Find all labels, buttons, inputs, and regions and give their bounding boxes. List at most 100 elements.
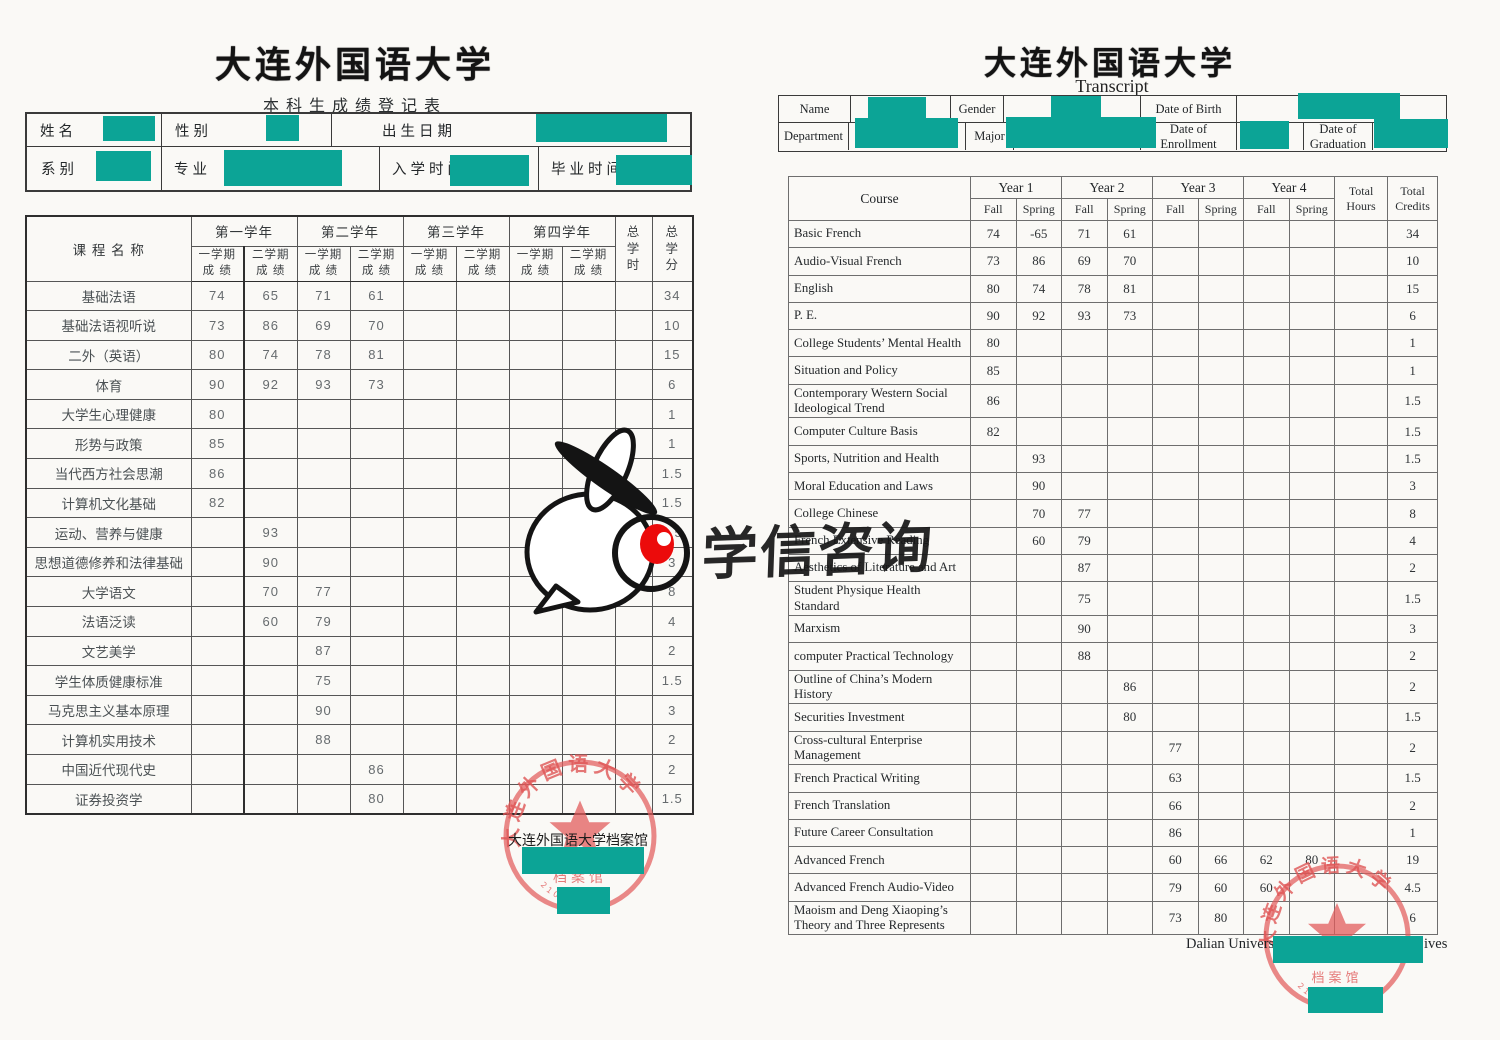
course-row: Advanced French Audio-Video 79 60 60 4.5 [788,873,1439,902]
grade-cell [970,581,1017,616]
redacted-name [103,116,155,141]
grade-cell [1152,669,1199,705]
total-credits-cell: 1.5 [1387,581,1439,616]
total-hours-cell [1334,274,1389,303]
grade-cell [1243,383,1290,419]
semester-header: Spring [1106,198,1154,221]
grade-cell [1197,818,1245,848]
grade-cell [1288,219,1336,249]
grade-cell: 86 [970,383,1017,419]
grade-cell [1015,553,1063,583]
grade-cell [561,369,616,400]
course-name-cell: College Students’ Mental Health [788,329,971,358]
grade-cell: 80 [190,398,245,430]
grade-cell: 88 [296,724,351,755]
grade-cell [190,783,245,815]
total-credits-header: Total Credits [1387,176,1439,221]
grade-cell [455,576,510,608]
course-name-cell: Cross-cultural Enterprise Management [788,730,971,766]
grade-cell [402,517,457,548]
total-hours-cell [614,694,653,726]
grade-cell [1288,329,1336,358]
course-name-cell: French Extensive Reading [788,526,971,555]
grade-cell [1288,526,1336,555]
grade-cell [1106,900,1154,936]
grade-cell: 66 [1152,791,1199,820]
course-name-cell: French Translation [788,791,971,820]
grade-cell: 70 [243,576,298,608]
course-name-cell: Contemporary Western Social Ideological … [788,383,971,419]
grade-cell [1015,614,1063,644]
total-hours-cell [1334,444,1389,474]
grade-cell [190,517,245,548]
total-credits-cell: 19 [1387,846,1439,875]
grade-cell: 61 [349,280,404,312]
grade-cell [1106,526,1154,555]
grade-cell [402,754,457,785]
course-name-cell: 思想道德修养和法律基础 [25,546,192,578]
grade-cell: 86 [1152,818,1199,848]
grade-cell: 77 [296,576,351,608]
grade-cell [1197,764,1245,793]
redacted-graduation [1374,119,1448,148]
grade-cell: 90 [970,301,1017,331]
grade-cell [1243,219,1290,249]
grade-cell [1197,417,1245,446]
total-credits-cell: 15 [1387,274,1439,303]
course-name-cell: Marxism [788,614,971,644]
total-credits-cell: 2 [651,754,694,785]
grade-cell [970,642,1017,671]
grade-cell [1288,499,1336,528]
grade-cell [1243,791,1290,820]
grade-cell [1197,499,1245,528]
grade-cell [349,606,404,637]
grade-cell [1061,846,1108,875]
total-hours-cell [1334,730,1389,766]
grade-cell [296,458,351,489]
grade-cell [970,614,1017,644]
course-name-cell: Moral Education and Laws [788,472,971,501]
grade-cell: 92 [243,369,298,400]
grade-cell [1197,703,1245,732]
total-credits-cell: 1.5 [1387,417,1439,446]
grade-cell [1061,703,1108,732]
grade-cell [349,576,404,608]
course-row: Sports, Nutrition and Health 93 1.5 [788,444,1439,474]
grade-cell [1015,581,1063,616]
grade-cell [402,428,457,460]
grade-cell [1243,703,1290,732]
grade-cell [1288,444,1336,474]
grade-cell [1152,642,1199,671]
grade-cell [1243,274,1290,303]
grade-cell [1061,764,1108,793]
course-name-cell: 文艺美学 [25,635,192,667]
semester-header: Fall [1152,198,1199,221]
dob-label: 出生日期 [382,123,456,140]
grade-cell: 61 [1106,219,1154,249]
grade-cell [1288,356,1336,385]
total-credits-cell: 1.5 [1387,703,1439,732]
course-name-cell: 中国近代现代史 [25,754,192,785]
grade-cell [1152,274,1199,303]
total-credits-cell: 3 [1387,614,1439,644]
grade-cell [402,783,457,815]
grade-cell [402,339,457,371]
grade-cell [1197,791,1245,820]
grade-cell [1015,818,1063,848]
course-name-cell: College Chinese [788,499,971,528]
total-credits-cell: 10 [1387,247,1439,276]
grade-cell [243,783,298,815]
grade-cell [190,576,245,608]
grade-cell [970,730,1017,766]
grade-cell [1288,247,1336,276]
grade-cell [1106,818,1154,848]
grade-cell [1197,301,1245,331]
course-row: 体育 90 92 93 73 6 [25,369,694,400]
grade-cell [1288,703,1336,732]
course-row: 基础法语视听说 73 86 69 70 10 [25,310,694,341]
total-credits-cell: 2 [1387,791,1439,820]
grade-cell [455,458,510,489]
grade-cell [970,764,1017,793]
grade-cell [349,665,404,696]
grade-cell [402,369,457,400]
